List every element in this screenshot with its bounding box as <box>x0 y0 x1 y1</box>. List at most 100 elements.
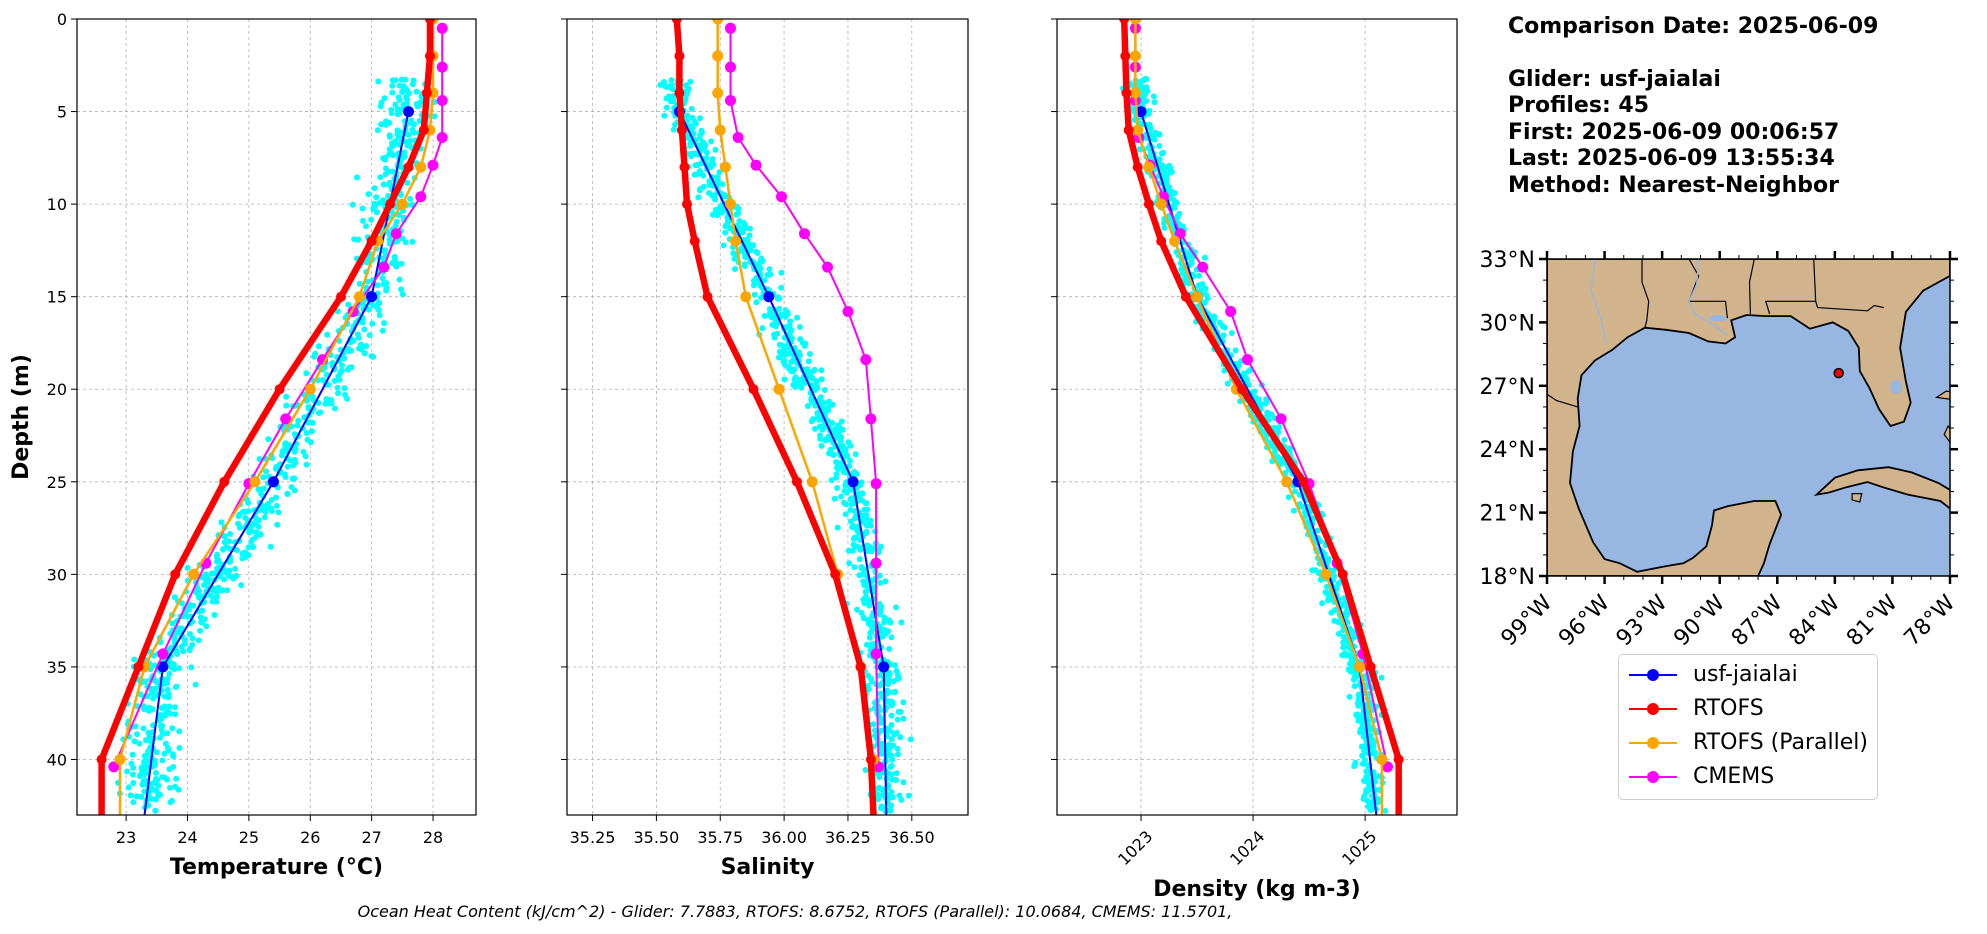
glider-scatter-point <box>1301 509 1308 516</box>
glider-scatter-point <box>227 531 234 537</box>
glider-scatter-point <box>290 462 297 469</box>
map-lon-label: 84°W <box>1784 590 1845 651</box>
data-point <box>682 199 692 210</box>
glider-scatter-point <box>846 463 853 470</box>
glider-scatter-point <box>335 390 341 397</box>
glider-scatter-point <box>864 548 871 555</box>
glider-scatter-point <box>1346 660 1353 667</box>
glider-scatter-point <box>280 448 287 454</box>
glider-scatter-point <box>281 471 288 478</box>
data-point <box>1197 261 1209 273</box>
y-tick-label: 35 <box>47 658 67 677</box>
glider-scatter-point <box>378 121 385 128</box>
cuba <box>1813 466 1950 510</box>
glider-scatter-point <box>130 799 137 806</box>
glider-scatter-point <box>759 258 766 265</box>
glider-scatter-point <box>1161 224 1168 231</box>
glider-scatter-point <box>817 432 823 439</box>
glider-scatter-point <box>365 191 372 198</box>
map-lon-label: 81°W <box>1842 590 1903 651</box>
last-profile-time: Last: 2025-06-09 13:55:34 <box>1508 146 1835 171</box>
glider-scatter-point <box>226 545 233 552</box>
glider-scatter-point <box>143 763 150 770</box>
glider-scatter-point <box>722 229 729 236</box>
glider-scatter-point <box>162 712 168 719</box>
glider-scatter-point <box>846 485 853 492</box>
glider-scatter-point <box>263 468 269 475</box>
map-body <box>1547 259 1950 576</box>
data-point <box>712 19 724 25</box>
glider-scatter-point <box>697 168 704 175</box>
glider-scatter-point <box>833 459 839 465</box>
glider-scatter-point <box>288 484 295 491</box>
glider-scatter-point <box>151 662 158 669</box>
glider-scatter-point <box>364 259 370 266</box>
glider-scatter-point <box>260 474 267 481</box>
glider-scatter-point <box>131 738 138 745</box>
axes-frame <box>76 18 477 816</box>
glider-scatter-point <box>158 726 165 733</box>
glider-scatter-point <box>1150 93 1157 100</box>
glider-scatter-point <box>376 312 383 319</box>
glider-scatter-point <box>798 383 805 389</box>
map-lon-label: 90°W <box>1669 590 1730 651</box>
glider-scatter-point <box>408 117 415 124</box>
glider-scatter-point <box>1274 454 1281 460</box>
axes-frame <box>566 18 969 816</box>
data-point <box>1320 568 1332 580</box>
temperature-panel: 23 24 25 26 27 28 0 5 10 15 20 25 30 35 40 Temperature … <box>9 10 477 880</box>
glider-scatter-point <box>153 749 160 756</box>
data-point <box>822 261 833 273</box>
glider-scatter-point <box>897 734 904 741</box>
glider-scatter-point <box>225 538 232 545</box>
glider-scatter-point <box>317 409 324 416</box>
glider-scatter-point <box>379 327 386 334</box>
glider-scatter-point <box>165 694 172 701</box>
glider-scatter-point <box>1146 107 1153 114</box>
data-point <box>1275 413 1287 425</box>
glider-scatter-point <box>1360 777 1367 784</box>
glider-scatter-point <box>1368 801 1375 808</box>
glider-scatter-point <box>685 135 692 142</box>
glider-scatter-point <box>382 171 389 178</box>
glider-scatter-point <box>202 576 209 583</box>
legend-item-cmems: CMEMS <box>1619 762 1877 792</box>
glider-scatter-point <box>888 736 895 743</box>
glider-scatter-point <box>1266 411 1273 417</box>
glider-scatter-point <box>1232 347 1239 354</box>
glider-scatter-point <box>840 469 847 475</box>
glider-scatter-point <box>203 623 210 630</box>
data-point <box>1298 476 1309 487</box>
glider-scatter-point <box>663 95 670 102</box>
glider-scatter-point <box>847 507 854 513</box>
glider-scatter-point <box>125 784 132 791</box>
glider-scatter-point <box>1351 683 1358 690</box>
glider-scatter-point <box>750 242 757 249</box>
glider-scatter-point <box>888 789 895 795</box>
y-tick-label: 40 <box>47 750 67 769</box>
glider-scatter-point <box>1361 756 1368 763</box>
data-point <box>133 661 144 672</box>
glider-scatter-point <box>172 783 178 790</box>
glider-scatter-point <box>1138 83 1145 90</box>
glider-scatter-point <box>315 343 322 350</box>
glider-scatter-point <box>392 101 399 108</box>
glider-scatter-point <box>401 153 408 160</box>
glider-scatter-point <box>866 634 873 641</box>
glider-scatter-point <box>845 547 852 554</box>
glider-scatter-point <box>295 417 302 424</box>
glider-scatter-point <box>164 707 171 714</box>
glider-scatter-point <box>859 497 866 504</box>
glider-scatter-point <box>670 93 677 100</box>
glider-scatter-point <box>1151 136 1158 143</box>
glider-scatter-point <box>1344 606 1351 613</box>
glider-scatter-point <box>245 544 252 551</box>
glider-scatter-point <box>274 521 281 528</box>
glider-scatter-point <box>1129 82 1136 89</box>
glider-scatter-point <box>268 496 275 503</box>
data-point <box>1180 291 1191 302</box>
glider-scatter-point <box>706 182 713 188</box>
data-point <box>396 198 408 210</box>
glider-scatter-point <box>805 358 812 365</box>
